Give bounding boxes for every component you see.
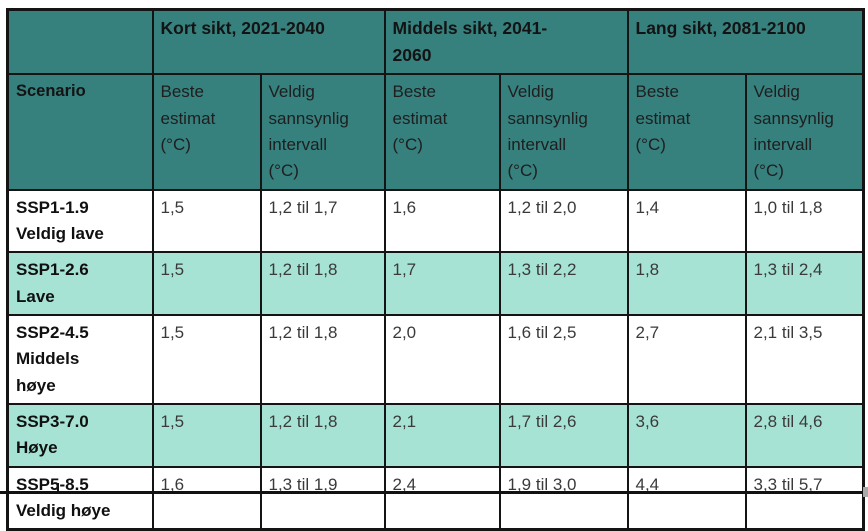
value-cell: 1,2 til 1,8 [259, 251, 386, 316]
sub-header-beste-kort: Beste estimat (°C) [151, 73, 262, 191]
value-cell: 1,7 [383, 251, 501, 316]
value-cell: 2,7 [626, 313, 747, 406]
period-header-row: Kort sikt, 2021-2040 Middels sikt, 2041-… [6, 8, 865, 76]
value-cell: 2,8 til 4,6 [744, 403, 865, 468]
value-cell: 1,3 til 2,2 [498, 251, 629, 316]
scenario-name: SSP2-4.5 Middels høye [6, 313, 154, 406]
corner-cell [6, 8, 154, 76]
table-row-ssp1-1-9: SSP1-1.9 Veldig lave 1,5 1,2 til 1,7 1,6… [6, 188, 865, 254]
value-cell: 1,5 [151, 251, 262, 316]
value-cell: 1,0 til 1,8 [744, 188, 865, 254]
value-cell: 2,4 [383, 465, 501, 531]
sub-header-beste-lang: Beste estimat (°C) [626, 73, 747, 191]
scenario-name: SSP1-2.6 Lave [6, 251, 154, 316]
value-cell: 1,4 [626, 188, 747, 254]
value-cell: 2,1 til 3,5 [744, 313, 865, 406]
resize-handle-nub[interactable] [863, 487, 868, 497]
value-cell: 1,5 [151, 313, 262, 406]
sub-header-beste-middels: Beste estimat (°C) [383, 73, 501, 191]
value-cell: 1,3 til 1,9 [259, 465, 386, 531]
sub-header-intervall-middels: Veldig sannsynlig intervall (°C) [498, 73, 629, 191]
sub-header-intervall-lang: Veldig sannsynlig intervall (°C) [744, 73, 865, 191]
scenario-name: SSP1-1.9 Veldig lave [6, 188, 154, 254]
value-cell: 1,6 til 2,5 [498, 313, 629, 406]
table-row-ssp5-8-5: SSP5-8.5 Veldig høye 1,6 1,3 til 1,9 2,4… [6, 465, 865, 531]
table-row-ssp2-4-5: SSP2-4.5 Middels høye 1,5 1,2 til 1,8 2,… [6, 313, 865, 406]
table-row-ssp1-2-6: SSP1-2.6 Lave 1,5 1,2 til 1,8 1,7 1,3 ti… [6, 251, 865, 316]
period-header-lang: Lang sikt, 2081-2100 [626, 8, 865, 76]
climate-scenario-table: Kort sikt, 2021-2040 Middels sikt, 2041-… [6, 8, 866, 531]
scenario-name: SSP5-8.5 Veldig høye [6, 465, 154, 531]
value-cell: 1,6 [383, 188, 501, 254]
value-cell: 3,6 [626, 403, 747, 468]
value-cell: 1,2 til 1,8 [259, 403, 386, 468]
sub-header-intervall-kort: Veldig sannsynlig intervall (°C) [259, 73, 386, 191]
sub-header-row: Scenario Beste estimat (°C) Veldig sanns… [6, 73, 865, 191]
period-header-middels: Middels sikt, 2041- 2060 [383, 8, 629, 76]
value-cell: 3,3 til 5,7 [744, 465, 865, 531]
value-cell: 1,6 [151, 465, 262, 531]
value-cell: 1,5 [151, 188, 262, 254]
value-cell: 1,5 [151, 403, 262, 468]
value-cell: 1,8 [626, 251, 747, 316]
value-cell: 1,2 til 2,0 [498, 188, 629, 254]
value-cell: 1,3 til 2,4 [744, 251, 865, 316]
value-cell: 1,9 til 3,0 [498, 465, 629, 531]
bottom-rule-divider [0, 491, 864, 494]
value-cell: 1,2 til 1,7 [259, 188, 386, 254]
value-cell: 2,0 [383, 313, 501, 406]
table-row-ssp3-7-0: SSP3-7.0 Høye 1,5 1,2 til 1,8 2,1 1,7 ti… [6, 403, 865, 468]
text-cursor-tick [57, 483, 59, 492]
scenario-column-header: Scenario [6, 73, 154, 191]
period-header-kort: Kort sikt, 2021-2040 [151, 8, 386, 76]
value-cell: 2,1 [383, 403, 501, 468]
scenario-name: SSP3-7.0 Høye [6, 403, 154, 468]
value-cell: 1,7 til 2,6 [498, 403, 629, 468]
value-cell: 4,4 [626, 465, 747, 531]
value-cell: 1,2 til 1,8 [259, 313, 386, 406]
